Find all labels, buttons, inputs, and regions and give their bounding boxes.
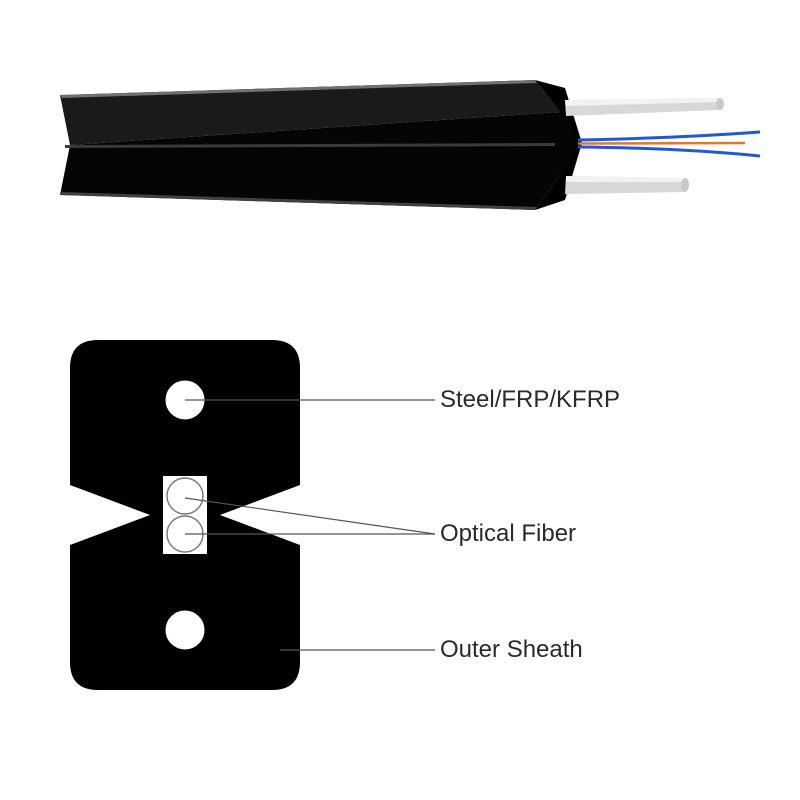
strength-rod-bottom <box>565 176 689 194</box>
cable-cross-section <box>70 340 300 690</box>
cable-perspective-view <box>60 80 760 210</box>
label-outer-sheath: Outer Sheath <box>440 636 583 664</box>
label-optical-fiber: Optical Fiber <box>440 520 576 548</box>
strength-member-bottom <box>165 610 205 650</box>
diagram-canvas <box>0 0 800 800</box>
optical-fibers-perspective <box>578 132 760 156</box>
strength-rod-top <box>565 98 724 116</box>
label-strength-member: Steel/FRP/KFRP <box>440 386 620 414</box>
